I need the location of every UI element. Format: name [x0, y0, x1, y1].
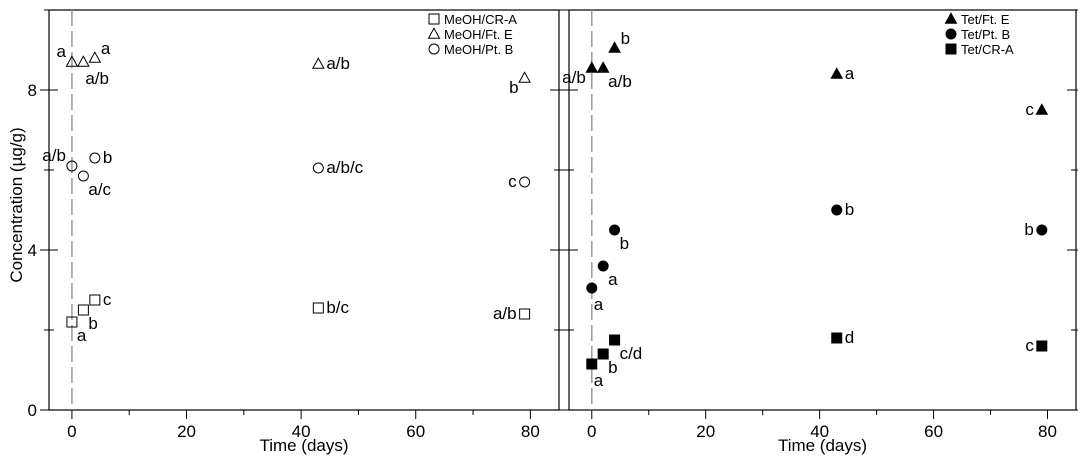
data-label: b — [1024, 220, 1033, 239]
data-point — [312, 162, 324, 174]
y-tick-label: 8 — [28, 81, 37, 100]
plot-frame-1 — [48, 9, 560, 411]
legend-label: MeOH/Pt. B — [444, 42, 513, 57]
data-point — [831, 332, 843, 344]
data-label: a/b — [608, 72, 632, 91]
data-point — [77, 304, 89, 316]
data-point — [586, 358, 598, 370]
data-label: a/b — [326, 54, 350, 73]
data-label: a/b — [562, 68, 586, 87]
data-label: b — [845, 200, 854, 219]
legend-label: MeOH/CR-A — [444, 12, 517, 27]
data-label: a/b — [493, 304, 517, 323]
data-label: c — [1025, 100, 1034, 119]
data-label: b — [621, 29, 630, 48]
x-axis-title-1: Time (days) — [259, 436, 348, 455]
legend-label: Tet/CR-A — [961, 42, 1014, 57]
data-point — [596, 61, 610, 73]
data-point — [830, 67, 844, 79]
data-point — [311, 57, 325, 69]
data-point — [586, 282, 598, 294]
data-point — [597, 260, 609, 272]
data-label: b — [103, 148, 112, 167]
data-point — [1036, 340, 1048, 352]
data-label: a — [56, 42, 66, 61]
y-tick-label: 0 — [28, 401, 37, 420]
data-label: a — [845, 64, 855, 83]
data-label: a — [594, 371, 604, 390]
data-point — [519, 176, 531, 188]
data-point — [519, 308, 531, 320]
x-tick-label: 40 — [810, 422, 829, 441]
data-point — [65, 55, 79, 67]
data-label: b — [509, 78, 518, 97]
data-label: a — [608, 270, 618, 289]
data-point — [66, 160, 78, 172]
data-label: b — [620, 234, 629, 253]
x-tick-label: 0 — [67, 422, 76, 441]
x-tick-label: 80 — [1038, 422, 1057, 441]
legend-marker — [428, 13, 440, 25]
legend-marker — [945, 28, 957, 40]
data-label: a/c — [88, 180, 111, 199]
data-label: a/b — [42, 146, 66, 165]
data-label: b — [88, 314, 97, 333]
data-point — [77, 170, 89, 182]
data-label: c/d — [620, 344, 643, 363]
x-tick-label: 20 — [177, 422, 196, 441]
y-tick-label: 4 — [28, 241, 37, 260]
data-label: a — [77, 326, 87, 345]
legend-marker — [427, 27, 441, 39]
data-point — [89, 294, 101, 306]
data-point — [609, 334, 621, 346]
data-label: d — [845, 328, 854, 347]
data-point — [609, 224, 621, 236]
data-label: a/b/c — [326, 158, 363, 177]
legend-marker — [428, 43, 440, 55]
data-point — [597, 348, 609, 360]
data-label: c — [103, 290, 112, 309]
data-label: a/b — [85, 69, 109, 88]
data-point — [312, 302, 324, 314]
data-label: c — [1025, 336, 1034, 355]
data-label: b/c — [326, 298, 349, 317]
data-point — [608, 41, 621, 53]
x-tick-label: 60 — [406, 422, 425, 441]
data-label: c — [508, 172, 517, 191]
data-point — [518, 71, 531, 83]
x-tick-label: 40 — [292, 422, 311, 441]
data-point — [88, 51, 102, 63]
data-label: a — [594, 295, 604, 314]
x-tick-label: 20 — [696, 422, 715, 441]
y-axis-title: Concentration (µg/g) — [7, 127, 26, 282]
legend-label: MeOH/Ft. E — [444, 27, 513, 42]
data-label: a — [101, 39, 111, 58]
legend-label: Tet/Pt. B — [961, 27, 1010, 42]
x-axis-title-2: Time (days) — [778, 436, 867, 455]
data-point — [1035, 103, 1049, 115]
data-point — [66, 316, 78, 328]
data-point — [585, 61, 599, 73]
x-tick-label: 0 — [587, 422, 596, 441]
plot-frame-2 — [568, 9, 1077, 411]
legend-marker — [945, 43, 957, 55]
x-tick-label: 80 — [521, 422, 540, 441]
legend-label: Tet/Ft. E — [961, 12, 1010, 27]
data-point — [77, 55, 90, 67]
x-tick-label: 60 — [924, 422, 943, 441]
data-point — [831, 204, 843, 216]
legend-marker — [944, 12, 958, 24]
data-point — [1036, 224, 1048, 236]
data-point — [89, 152, 101, 164]
data-label: b — [608, 358, 617, 377]
